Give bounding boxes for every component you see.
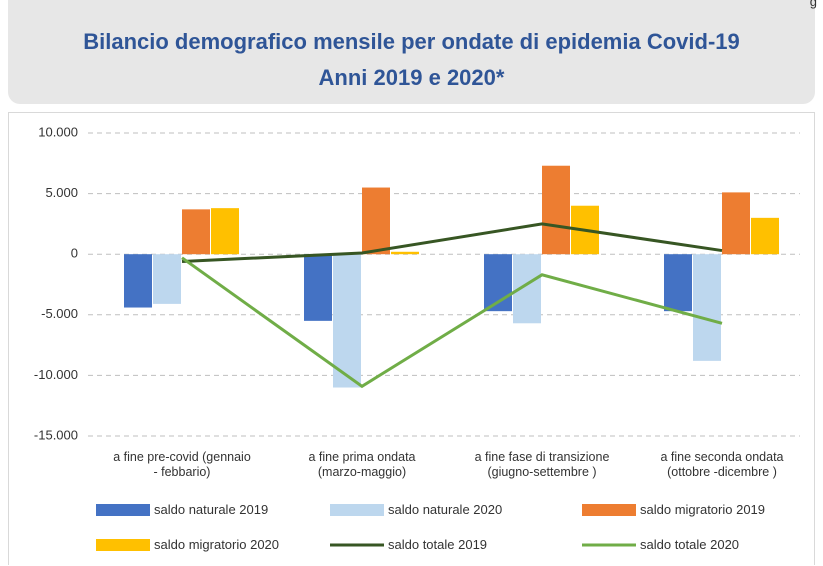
x-tick-label: a fine prima ondata (marzo-maggio) — [308, 450, 416, 479]
bar — [124, 254, 152, 308]
bar — [362, 187, 390, 255]
legend-swatch — [582, 504, 636, 516]
line — [181, 222, 723, 263]
legend-swatch — [330, 504, 384, 516]
y-tick-label: 10.000 — [38, 124, 78, 139]
bar — [664, 254, 692, 312]
legend-label: saldo migratorio 2020 — [154, 537, 280, 552]
y-tick-label: -5.000 — [41, 306, 78, 321]
legend-label: saldo totale 2019 — [388, 537, 488, 552]
y-tick-label: -15.000 — [34, 427, 78, 442]
corner-text: g — [809, 0, 817, 9]
y-tick-label: 0 — [71, 246, 78, 261]
bar — [304, 254, 332, 321]
legend-label: saldo naturale 2020 — [388, 502, 503, 517]
bar — [751, 217, 779, 255]
x-tick-label: a fine fase di transizione (giugno-sette… — [474, 450, 610, 479]
bar — [391, 251, 419, 255]
bar — [182, 209, 210, 255]
bar — [153, 254, 181, 304]
bar — [333, 254, 361, 388]
title-box — [8, 0, 815, 104]
legend-label: saldo naturale 2019 — [154, 502, 269, 517]
y-tick-label: 5.000 — [45, 185, 78, 200]
x-tick-label: a fine seconda ondata (ottobre -dicembre… — [660, 450, 784, 479]
legend-label: saldo migratorio 2019 — [640, 502, 766, 517]
bar — [211, 208, 239, 255]
x-tick-label: a fine pre-covid (gennaio - febbario) — [113, 450, 251, 479]
bar — [693, 254, 721, 361]
bar — [542, 165, 570, 255]
chart-title: Bilancio demografico mensile per ondate … — [83, 29, 740, 90]
legend-swatch — [96, 504, 150, 516]
legend-label: saldo totale 2020 — [640, 537, 740, 552]
line — [181, 256, 723, 389]
legend-swatch — [96, 539, 150, 551]
y-tick-label: -10.000 — [34, 367, 78, 382]
bar — [722, 192, 750, 255]
chart-frame — [8, 112, 815, 565]
